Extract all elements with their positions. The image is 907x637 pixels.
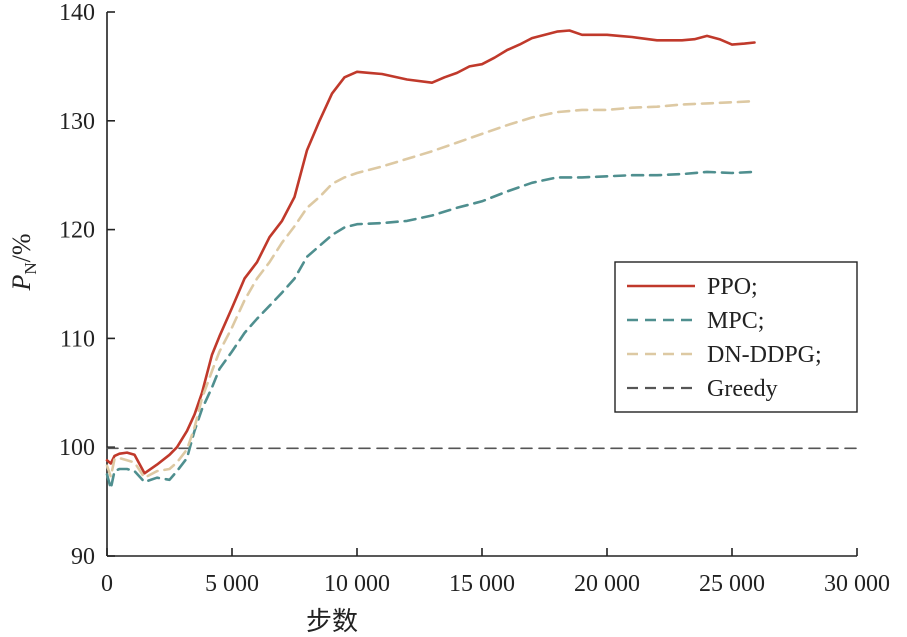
- series-line-mpc: [105, 170, 756, 490]
- legend-label: MPC;: [707, 308, 764, 334]
- legend-label: PPO;: [707, 274, 758, 300]
- y-axis-title: PN/%: [7, 233, 40, 291]
- axes: 90 100 110 120 130 140 0 5 000 10 000 15 000 20 00…: [7, 0, 890, 636]
- legend: PPO; MPC; DN-DDPG; Greedy: [614, 261, 858, 413]
- x-tick-label: 5 000: [205, 571, 259, 597]
- x-tick-label: 10 000: [324, 571, 390, 597]
- series-line-dn-ddpg: [105, 99, 756, 480]
- series-line-ppo: [105, 29, 756, 475]
- y-tick-label: 140: [59, 0, 95, 26]
- y-tick-label: 90: [71, 544, 95, 570]
- legend-label: DN-DDPG;: [707, 342, 822, 368]
- y-tick-label: 100: [59, 435, 95, 461]
- x-tick-label: 20 000: [574, 571, 640, 597]
- y-tick-label: 120: [59, 218, 95, 244]
- y-tick-label: 110: [60, 326, 95, 352]
- y-tick-label: 130: [59, 109, 95, 135]
- series-layer: [105, 29, 858, 490]
- x-axis-title: 步数: [306, 607, 358, 636]
- x-tick-label: 15 000: [449, 571, 515, 597]
- legend-label: Greedy: [707, 376, 778, 402]
- x-tick-label: 0: [101, 571, 113, 597]
- x-tick-label: 25 000: [699, 571, 765, 597]
- x-tick-label: 30 000: [824, 571, 890, 597]
